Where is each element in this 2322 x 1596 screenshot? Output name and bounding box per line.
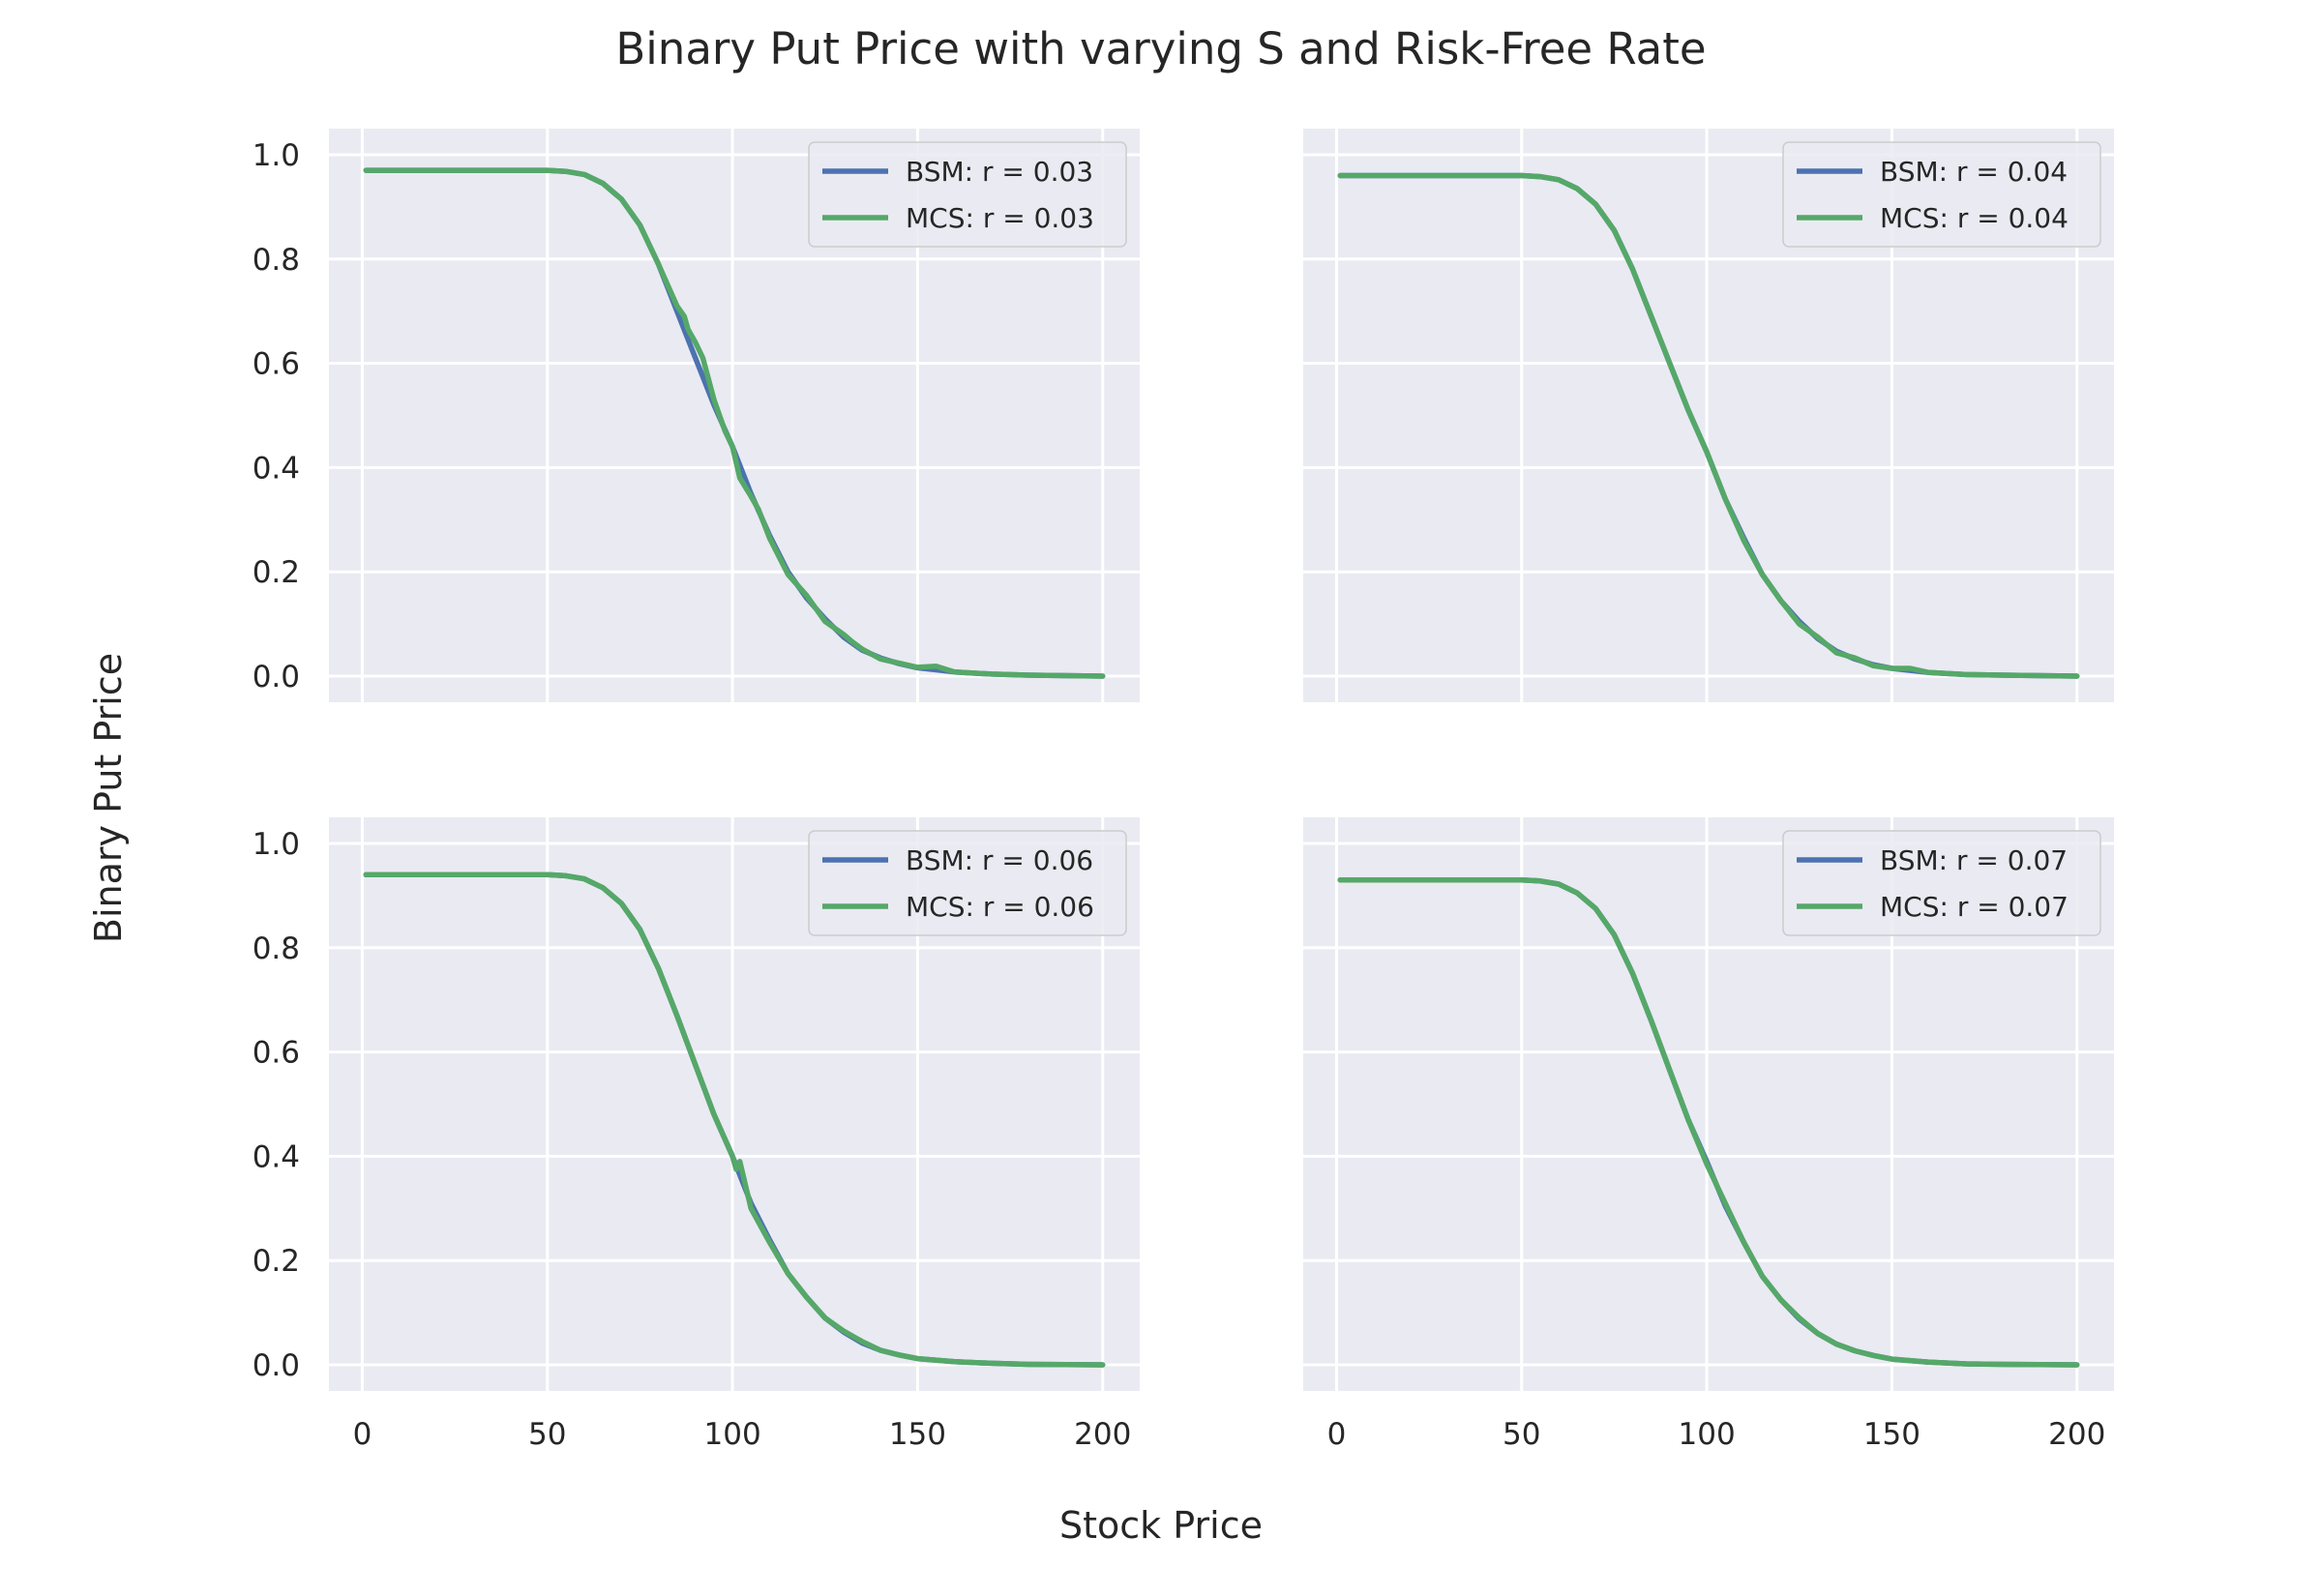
legend-entry: BSM: r = 0.06 xyxy=(906,844,1093,876)
series-line-mcs xyxy=(363,167,1106,679)
figure-title: Binary Put Price with varying S and Risk… xyxy=(615,23,1706,74)
legend-box xyxy=(1782,141,2101,248)
series-line-mcs xyxy=(363,872,1106,1368)
x-tick-label: 200 xyxy=(1074,1417,1131,1452)
subplot-3: 0 50 100 150 200 0.0 0.2 0.4 0.6 0.8 1.0 BSM: r = 0… xyxy=(253,817,1140,1452)
x-tick-label: 200 xyxy=(2048,1417,2105,1452)
legend-entry: BSM: r = 0.07 xyxy=(1880,844,2068,876)
legend-box xyxy=(1782,830,2101,936)
series-line-mcs xyxy=(1337,876,2080,1368)
legend: BSM: r = 0.04 MCS: r = 0.04 xyxy=(1782,141,2101,248)
legend-box xyxy=(808,141,1127,248)
y-tick-label: 0.6 xyxy=(253,1036,300,1071)
x-tick-label: 50 xyxy=(1503,1417,1540,1452)
x-tick-label: 0 xyxy=(353,1417,372,1452)
legend-entry: BSM: r = 0.04 xyxy=(1880,156,2068,188)
x-tick-label: 150 xyxy=(1863,1417,1920,1452)
y-tick-label: 1.0 xyxy=(253,138,300,173)
x-tick-label: 150 xyxy=(889,1417,946,1452)
subplot-1: 0.0 0.2 0.4 0.6 0.8 1.0 BSM: r = 0.03 MCS: r = … xyxy=(253,129,1140,702)
legend-entry: MCS: r = 0.07 xyxy=(1880,891,2069,923)
y-tick-label: 0.8 xyxy=(253,243,300,278)
y-tick-label: 0.2 xyxy=(253,555,300,590)
legend: BSM: r = 0.03 MCS: r = 0.03 xyxy=(808,141,1127,248)
x-axis-label: Stock Price xyxy=(1059,1504,1263,1547)
y-axis-label: Binary Put Price xyxy=(87,653,130,943)
legend-entry: MCS: r = 0.03 xyxy=(906,202,1094,234)
y-tick-label: 0.0 xyxy=(253,660,300,695)
legend-box xyxy=(808,830,1127,936)
legend: BSM: r = 0.07 MCS: r = 0.07 xyxy=(1782,830,2101,936)
y-tick-label: 1.0 xyxy=(253,827,300,862)
legend-entry: MCS: r = 0.04 xyxy=(1880,202,2069,234)
x-tick-label: 0 xyxy=(1327,1417,1347,1452)
subplot-2: BSM: r = 0.04 MCS: r = 0.04 xyxy=(1303,129,2114,702)
subplot-4: 0 50 100 150 200 BSM: r = 0.07 MCS: r = 0.07 xyxy=(1303,817,2114,1452)
legend: BSM: r = 0.06 MCS: r = 0.06 xyxy=(808,830,1127,936)
y-tick-label: 0.4 xyxy=(253,451,300,486)
y-tick-label: 0.8 xyxy=(253,931,300,966)
y-tick-label: 0.4 xyxy=(253,1139,300,1174)
series-line-mcs xyxy=(1337,172,2080,679)
y-tick-label: 0.2 xyxy=(253,1244,300,1279)
legend-entry: BSM: r = 0.03 xyxy=(906,156,1093,188)
x-tick-label: 50 xyxy=(528,1417,566,1452)
y-tick-label: 0.6 xyxy=(253,347,300,382)
x-tick-label: 100 xyxy=(1679,1417,1736,1452)
y-tick-label: 0.0 xyxy=(253,1348,300,1383)
subplots: 0.0 0.2 0.4 0.6 0.8 1.0 BSM: r = 0.03 MCS: r = … xyxy=(253,129,2114,1452)
x-tick-label: 100 xyxy=(704,1417,761,1452)
legend-entry: MCS: r = 0.06 xyxy=(906,891,1094,923)
